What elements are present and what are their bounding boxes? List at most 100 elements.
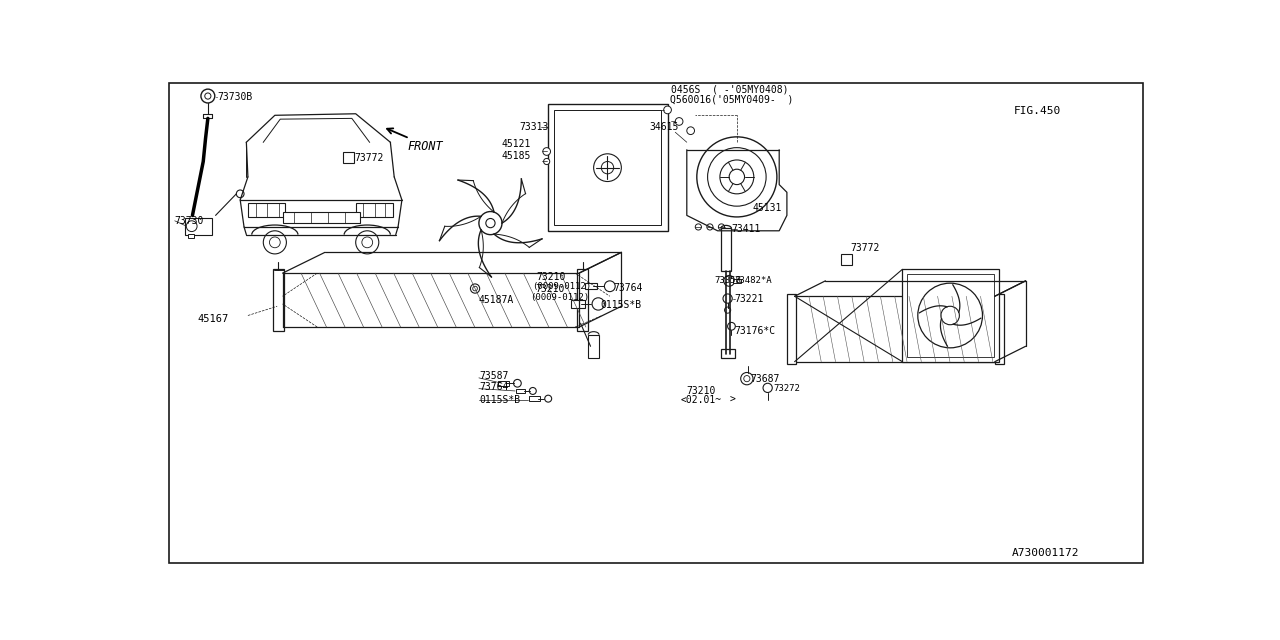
- Text: 73272: 73272: [774, 384, 801, 393]
- Text: 73687: 73687: [750, 374, 780, 383]
- Text: 73358: 73358: [714, 276, 741, 285]
- Bar: [188, 234, 195, 239]
- Circle shape: [237, 190, 244, 198]
- Circle shape: [687, 127, 695, 134]
- Circle shape: [362, 237, 372, 248]
- Bar: [577, 269, 589, 331]
- Text: 73313: 73313: [520, 122, 549, 132]
- Text: 73764: 73764: [613, 283, 643, 292]
- Circle shape: [472, 286, 477, 291]
- Text: 0115S*B: 0115S*B: [600, 301, 641, 310]
- Bar: [516, 388, 525, 393]
- Circle shape: [486, 218, 495, 228]
- Bar: [722, 349, 735, 358]
- Text: 0456S  ( -'05MY0408): 0456S ( -'05MY0408): [672, 85, 788, 95]
- Text: (0009-0112): (0009-0112): [530, 292, 590, 301]
- Bar: [554, 110, 662, 225]
- Text: 73482*A: 73482*A: [735, 276, 772, 285]
- Text: 73221: 73221: [735, 294, 764, 303]
- Circle shape: [479, 212, 502, 235]
- Bar: [498, 381, 509, 385]
- Text: 73411: 73411: [731, 224, 760, 234]
- Circle shape: [544, 159, 549, 164]
- Circle shape: [718, 224, 724, 230]
- Circle shape: [719, 160, 754, 194]
- Circle shape: [205, 93, 211, 99]
- Circle shape: [727, 323, 735, 330]
- Text: <02.01~: <02.01~: [681, 395, 722, 405]
- Circle shape: [763, 383, 772, 392]
- Circle shape: [187, 221, 197, 232]
- Bar: [529, 396, 540, 401]
- Circle shape: [664, 106, 672, 114]
- Text: FRONT: FRONT: [407, 140, 443, 153]
- Circle shape: [602, 161, 613, 174]
- Circle shape: [530, 387, 536, 394]
- Circle shape: [744, 376, 750, 381]
- Bar: [548, 104, 668, 231]
- Circle shape: [545, 395, 552, 402]
- Text: 73210: 73210: [687, 386, 717, 396]
- Bar: [356, 203, 393, 217]
- Bar: [733, 278, 741, 283]
- Bar: [995, 294, 1004, 364]
- Circle shape: [594, 154, 621, 182]
- Text: 45187A: 45187A: [479, 295, 515, 305]
- Circle shape: [741, 372, 753, 385]
- Text: Q560016('05MY0409-  ): Q560016('05MY0409- ): [669, 95, 794, 105]
- Bar: [902, 269, 998, 362]
- Bar: [184, 218, 211, 235]
- Circle shape: [708, 148, 767, 206]
- Circle shape: [724, 307, 731, 313]
- Text: 0115S*B: 0115S*B: [479, 395, 520, 405]
- Text: 73764: 73764: [479, 382, 508, 392]
- Circle shape: [918, 283, 983, 348]
- Circle shape: [471, 284, 480, 293]
- Bar: [841, 254, 851, 265]
- Circle shape: [513, 380, 521, 387]
- Text: 45121: 45121: [502, 139, 531, 148]
- Bar: [571, 300, 585, 308]
- Text: 73210: 73210: [535, 284, 564, 294]
- Text: A730001172: A730001172: [1012, 548, 1079, 557]
- Circle shape: [676, 118, 684, 125]
- Circle shape: [593, 298, 604, 310]
- Circle shape: [696, 137, 777, 217]
- Text: 73772: 73772: [850, 243, 879, 253]
- Circle shape: [707, 224, 713, 230]
- Text: 45185: 45185: [502, 151, 531, 161]
- Bar: [721, 228, 731, 271]
- Text: FIG.450: FIG.450: [1014, 106, 1061, 116]
- Bar: [283, 212, 360, 223]
- Circle shape: [543, 148, 550, 156]
- Text: 73730: 73730: [175, 216, 204, 226]
- Bar: [585, 283, 598, 289]
- Text: >: >: [730, 395, 735, 405]
- Text: 73730B: 73730B: [218, 92, 252, 102]
- Text: 73210: 73210: [536, 272, 566, 282]
- Bar: [795, 296, 995, 362]
- Circle shape: [264, 231, 287, 254]
- Text: 73772: 73772: [355, 153, 384, 163]
- Bar: [787, 294, 796, 364]
- Text: 45131: 45131: [753, 203, 782, 212]
- Text: 73587: 73587: [479, 371, 508, 381]
- Bar: [343, 152, 355, 163]
- Circle shape: [723, 275, 735, 286]
- Circle shape: [604, 281, 616, 292]
- Circle shape: [356, 231, 379, 254]
- Bar: [274, 269, 284, 331]
- Text: 73176*C: 73176*C: [735, 326, 776, 336]
- Text: (0009-0112): (0009-0112): [532, 282, 591, 291]
- Circle shape: [270, 237, 280, 248]
- Text: 34615: 34615: [650, 122, 680, 132]
- Circle shape: [723, 294, 732, 303]
- Bar: [589, 335, 599, 358]
- Bar: [248, 203, 285, 217]
- Text: 45167: 45167: [198, 314, 229, 324]
- Circle shape: [730, 169, 745, 184]
- Circle shape: [695, 224, 701, 230]
- Circle shape: [201, 89, 215, 103]
- Circle shape: [941, 307, 960, 324]
- Bar: [908, 274, 995, 357]
